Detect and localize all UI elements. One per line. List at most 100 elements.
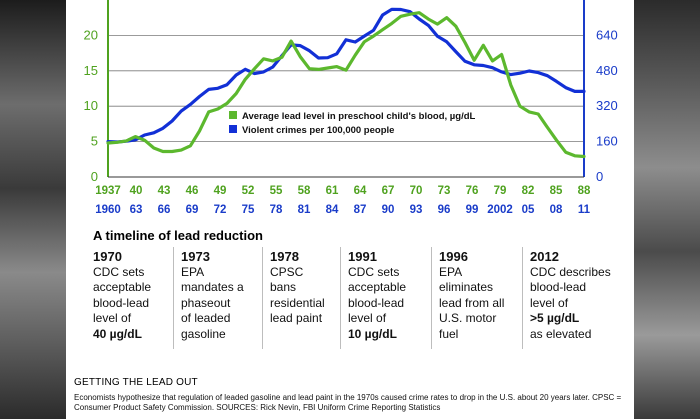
x-tick-label-lead: 67 <box>382 185 395 197</box>
right-tick-label: 0 <box>596 169 603 184</box>
x-tick-label-crime: 90 <box>382 204 395 216</box>
timeline-separator <box>262 247 263 349</box>
timeline-text-line: CPSC <box>270 264 304 279</box>
timeline-text-line: acceptable <box>348 280 407 294</box>
timeline-year: 1996 <box>439 249 468 264</box>
timeline-text-line: level of <box>348 311 387 325</box>
x-tick-label-crime: 72 <box>214 204 227 216</box>
timeline-text-line: lead paint <box>270 311 323 325</box>
background-right <box>634 0 700 419</box>
left-tick-label: 5 <box>91 134 98 149</box>
timeline-text-line: CDC describes <box>530 264 611 279</box>
x-tick-label-lead: 88 <box>578 185 591 197</box>
timeline-year: 1973 <box>181 249 210 264</box>
timeline-title: A timeline of lead reduction <box>93 228 263 243</box>
legend-swatch-crime <box>229 125 237 133</box>
x-tick-label-lead: 76 <box>466 185 479 197</box>
crime-series-line <box>106 7 586 144</box>
x-tick-label-crime: 2002 <box>487 204 513 216</box>
x-tick-label-lead: 61 <box>326 185 339 197</box>
x-tick-label-lead: 49 <box>214 185 227 197</box>
x-tick-label-crime: 99 <box>466 204 479 216</box>
timeline-separator <box>340 247 341 349</box>
timeline-text-line: U.S. motor <box>439 311 497 325</box>
timeline-text-line: bans <box>270 280 297 294</box>
timeline-threshold: 10 µg/dL <box>348 326 397 341</box>
left-tick-label: 20 <box>84 27 98 42</box>
x-tick-label-lead: 52 <box>242 185 255 197</box>
caption-title: GETTING THE LEAD OUT <box>74 377 198 388</box>
legend-label-crime: Violent crimes per 100,000 people <box>242 125 394 136</box>
x-tick-label-crime: 11 <box>578 204 591 216</box>
timeline-threshold: 40 µg/dL <box>93 326 142 341</box>
timeline-event: 1973 EPA mandates a phaseout of leaded gasoli… <box>181 249 244 342</box>
right-tick-label: 320 <box>596 98 618 113</box>
timeline-text-line: as elevated <box>530 326 592 341</box>
x-tick-label-lead: 55 <box>270 185 283 197</box>
background-left <box>0 0 66 419</box>
caption-text: Economists hypothesize that regulation o… <box>74 393 622 412</box>
right-tick-label: 640 <box>596 27 618 42</box>
x-tick-label-crime: 81 <box>298 204 311 216</box>
left-tick-label: 0 <box>91 169 98 184</box>
timeline-text-line: fuel <box>439 326 459 341</box>
timeline-event: 2012 CDC describes blood-lead level of >5 µg… <box>530 249 611 342</box>
x-tick-label-lead: 82 <box>522 185 535 197</box>
legend-swatch-lead <box>229 111 237 119</box>
x-tick-label-lead: 46 <box>186 185 199 197</box>
left-tick-label: 15 <box>84 63 98 78</box>
x-tick-label-lead: 70 <box>410 185 423 197</box>
timeline-threshold: >5 µg/dL <box>530 311 580 325</box>
x-tick-label-lead: 43 <box>158 185 171 197</box>
timeline-separator <box>431 247 432 349</box>
timeline-year: 1970 <box>93 249 122 264</box>
timeline-text-line: lead from all <box>439 295 505 310</box>
x-tick-label-crime: 1960 <box>95 204 121 216</box>
timeline-event: 1991 CDC sets acceptable blood-lead level of… <box>348 249 406 342</box>
x-tick-label-crime: 78 <box>270 204 283 216</box>
timeline-year: 1978 <box>270 249 299 264</box>
timeline-event: 1978 CPSC bans residential lead paint <box>270 249 325 327</box>
x-tick-label-crime: 66 <box>158 204 171 216</box>
x-tick-label-lead: 1937 <box>95 185 121 197</box>
lead-series-line <box>106 11 586 159</box>
x-tick-label-lead: 64 <box>354 185 367 197</box>
right-tick-label: 480 <box>596 63 618 78</box>
infographic-panel: 0 5 10 15 20 0 160 320 480 640 1937 40 43 46 49 52 55 58 6… <box>66 0 634 419</box>
x-tick-label-crime: 84 <box>326 204 339 216</box>
right-tick-label: 160 <box>596 134 618 149</box>
x-tick-label-crime: 96 <box>438 204 451 216</box>
timeline-text-line: EPA <box>181 264 205 279</box>
x-tick-label-lead: 85 <box>550 185 563 197</box>
timeline-text-line: mandates a <box>181 280 244 294</box>
timeline-event: 1996 EPA eliminates lead from all U.S. motor… <box>439 249 504 342</box>
left-tick-label: 10 <box>84 98 98 113</box>
timeline-separator <box>173 247 174 349</box>
timeline-text-line: CDC sets <box>348 264 400 279</box>
x-tick-label-lead: 73 <box>438 185 451 197</box>
timeline-event: 1970 CDC sets acceptable blood-lead level of… <box>93 249 151 342</box>
x-tick-label-crime: 08 <box>550 204 563 216</box>
timeline-text-line: EPA <box>439 264 463 279</box>
x-tick-label-crime: 05 <box>522 204 535 216</box>
timeline-text-line: blood-lead <box>530 280 587 294</box>
timeline-year: 2012 <box>530 249 559 264</box>
timeline-text-line: blood-lead <box>93 295 150 310</box>
x-tick-label-crime: 75 <box>242 204 255 216</box>
legend-label-lead: Average lead level in preschool child's … <box>242 111 476 122</box>
x-tick-label-crime: 69 <box>186 204 199 216</box>
timeline-text-line: blood-lead <box>348 295 405 310</box>
x-tick-label-lead: 79 <box>494 185 507 197</box>
timeline-text-line: CDC sets <box>93 264 145 279</box>
timeline-text-line: eliminates <box>439 280 494 294</box>
timeline-text-line: phaseout <box>181 295 231 310</box>
timeline-text-line: acceptable <box>93 280 152 294</box>
timeline-text-line: gasoline <box>181 326 226 341</box>
timeline-year: 1991 <box>348 249 377 264</box>
x-tick-label-crime: 87 <box>354 204 367 216</box>
timeline-text-line: residential <box>270 295 325 310</box>
timeline-text-line: level of <box>93 311 132 325</box>
timeline-text-line: level of <box>530 295 569 310</box>
x-tick-label-lead: 58 <box>298 185 311 197</box>
